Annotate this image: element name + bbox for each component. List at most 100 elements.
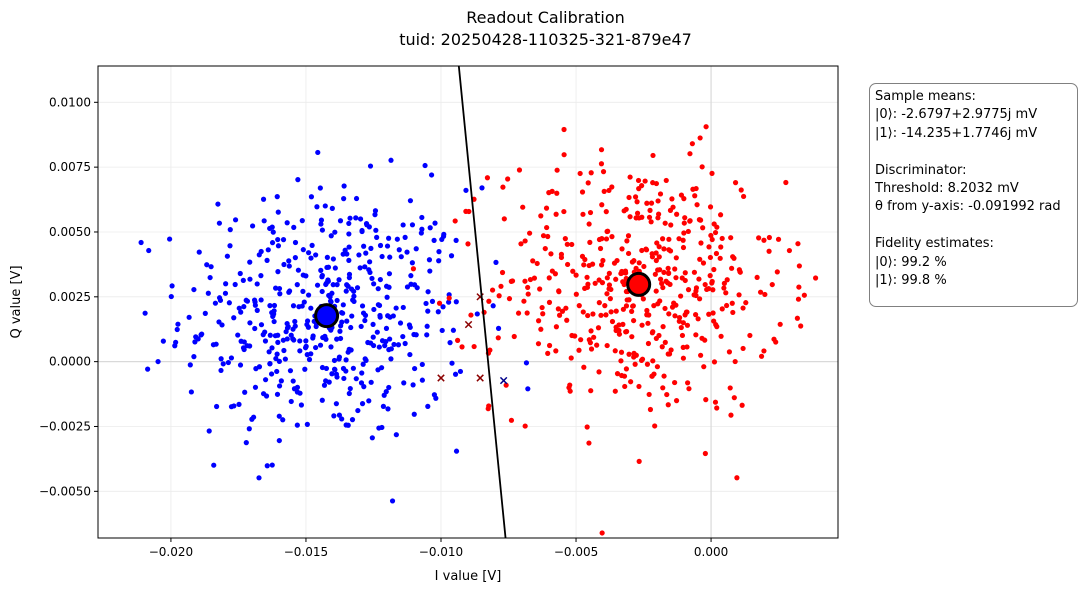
data-point	[711, 266, 717, 273]
data-point	[587, 239, 593, 245]
data-point	[287, 368, 294, 374]
data-point	[606, 270, 612, 276]
data-point	[452, 371, 459, 377]
data-point	[337, 335, 344, 342]
data-point	[586, 262, 592, 269]
data-point	[659, 280, 665, 287]
data-point	[729, 300, 735, 306]
data-point	[309, 242, 315, 248]
data-point	[685, 287, 692, 293]
data-point	[263, 393, 270, 399]
data-point	[269, 345, 275, 351]
data-point	[408, 281, 414, 287]
data-point	[463, 187, 469, 193]
data-point	[350, 365, 356, 371]
data-point	[495, 335, 501, 341]
data-point	[518, 241, 524, 247]
data-point	[353, 195, 360, 202]
data-point	[369, 275, 375, 282]
data-point	[330, 256, 336, 262]
data-point	[386, 271, 393, 277]
x-tick-label: −0.020	[149, 545, 193, 559]
data-point	[386, 235, 392, 241]
data-point	[388, 356, 394, 362]
data-point	[318, 267, 324, 273]
data-point	[545, 350, 551, 356]
data-point	[693, 185, 699, 192]
chart-subtitle: tuid: 20250428-110325-321-879e47	[399, 30, 692, 49]
data-point	[436, 258, 442, 264]
data-point	[439, 327, 445, 334]
data-point	[449, 360, 455, 366]
data-point	[603, 209, 609, 215]
data-point	[409, 222, 416, 228]
data-point	[313, 344, 319, 351]
data-point	[653, 180, 660, 187]
data-point	[702, 450, 708, 457]
data-point	[351, 298, 357, 305]
data-point	[232, 281, 238, 288]
y-tick-label: 0.0000	[49, 355, 91, 369]
data-point	[297, 348, 303, 354]
data-point	[423, 300, 429, 307]
data-point	[635, 177, 642, 184]
data-point	[275, 236, 281, 243]
data-point	[367, 269, 373, 276]
data-point	[375, 286, 381, 292]
data-point	[626, 194, 632, 201]
data-point	[256, 475, 262, 481]
data-point	[527, 230, 533, 236]
data-point	[627, 174, 633, 180]
data-point	[644, 200, 650, 206]
data-point	[601, 188, 607, 194]
data-point	[609, 234, 615, 240]
data-point	[457, 368, 464, 375]
data-point	[713, 322, 719, 328]
data-point	[525, 284, 531, 291]
data-point	[303, 338, 309, 344]
data-point	[660, 284, 666, 291]
data-point	[231, 315, 237, 321]
data-point	[730, 254, 736, 260]
data-point	[396, 247, 402, 253]
data-point	[561, 126, 567, 133]
data-point	[633, 215, 639, 221]
data-point	[562, 236, 568, 242]
data-point	[701, 364, 707, 370]
data-point	[648, 200, 655, 206]
data-point	[712, 229, 719, 236]
data-point	[622, 383, 628, 390]
data-point	[600, 257, 606, 264]
data-point	[318, 217, 325, 223]
data-point	[648, 219, 654, 225]
data-point	[315, 149, 321, 156]
data-point	[729, 265, 735, 271]
data-point	[319, 288, 325, 295]
data-point	[516, 167, 523, 173]
data-point	[276, 437, 282, 444]
data-point	[264, 257, 270, 263]
data-point	[371, 306, 377, 313]
data-point	[360, 361, 366, 367]
data-point	[383, 325, 390, 331]
data-point	[324, 254, 330, 260]
data-point	[254, 281, 260, 287]
data-point	[594, 342, 600, 348]
data-point	[356, 252, 362, 258]
data-point	[455, 337, 461, 343]
data-point	[670, 204, 676, 210]
mean-markers	[314, 271, 652, 329]
data-point	[641, 263, 647, 270]
data-point	[706, 311, 712, 317]
data-point	[374, 234, 380, 240]
data-point	[680, 244, 687, 251]
data-point	[586, 221, 592, 227]
data-point	[294, 389, 300, 395]
data-point	[330, 282, 336, 288]
data-point	[732, 358, 738, 365]
data-point	[692, 193, 698, 199]
data-point	[358, 323, 364, 330]
data-point	[341, 196, 347, 202]
data-point	[561, 208, 567, 215]
data-point	[572, 333, 578, 339]
